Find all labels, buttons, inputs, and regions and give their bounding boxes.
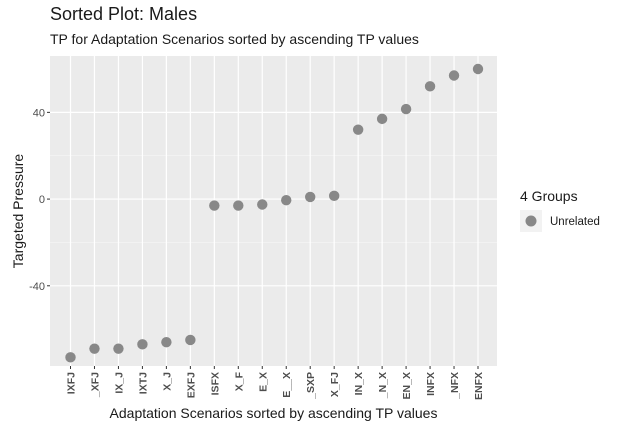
- data-point: [257, 199, 268, 210]
- grid-lines: [50, 56, 497, 366]
- data-point: [352, 124, 364, 135]
- data-point: [448, 70, 460, 81]
- chart-subtitle: TP for Adaptation Scenarios sorted by as…: [50, 31, 419, 47]
- data-point: [424, 81, 436, 92]
- x-tick-label: EXFJ: [185, 372, 197, 398]
- x-axis-ticks: IXFJ _XFJ IX_J IXTJ X_J EXFJ ISFX X_F E_X E__X _SX…: [66, 366, 485, 400]
- data-point: [89, 343, 100, 354]
- x-tick-label: X_FJ: [329, 372, 341, 397]
- data-point: [400, 103, 412, 115]
- y-tick-label: 40: [33, 107, 45, 119]
- plot-panel: [50, 56, 497, 366]
- x-axis-title: Adaptation Scenarios sorted by ascending…: [110, 405, 438, 421]
- x-tick-label: INFX: [425, 372, 437, 396]
- data-point: [472, 63, 484, 75]
- y-axis-title: Targeted Pressure: [10, 154, 26, 269]
- data-point: [161, 336, 172, 348]
- y-axis-ticks: 40 0 -40: [29, 107, 50, 293]
- data-point: [185, 334, 196, 346]
- x-tick-label: IXFJ: [66, 372, 78, 394]
- x-tick-label: X_J: [161, 372, 173, 391]
- x-tick-label: E_X: [257, 372, 269, 392]
- legend: 4 Groups Unrelated: [520, 188, 600, 232]
- data-point: [137, 339, 148, 350]
- x-tick-label: _N_X: [377, 372, 389, 399]
- y-tick-label: -40: [29, 281, 45, 293]
- legend-key-marker: [525, 215, 537, 227]
- legend-title: 4 Groups: [520, 188, 578, 204]
- x-tick-label: IN_X: [353, 372, 365, 395]
- x-tick-label: EN_X: [401, 372, 413, 399]
- x-tick-label: X_F: [233, 371, 245, 391]
- data-point: [305, 191, 316, 203]
- x-tick-label: _SXP: [305, 372, 317, 400]
- x-tick-label: E__X: [281, 372, 293, 398]
- x-tick-label: ENFX: [473, 372, 485, 400]
- x-tick-label: IXTJ: [137, 372, 149, 394]
- data-points: [65, 63, 484, 363]
- data-point: [113, 343, 124, 354]
- chart-title: Sorted Plot: Males: [50, 4, 198, 24]
- y-tick-label: 0: [39, 194, 45, 206]
- data-point: [376, 113, 388, 125]
- x-tick-label: ISFX: [209, 372, 221, 395]
- data-point: [65, 352, 76, 363]
- x-tick-label: _NFX: [449, 372, 461, 400]
- x-tick-label: IX_J: [113, 372, 125, 394]
- legend-label: Unrelated: [550, 216, 600, 228]
- data-point: [328, 190, 340, 202]
- x-tick-label: _XFJ: [89, 372, 101, 398]
- data-point: [209, 200, 220, 211]
- data-point: [281, 194, 292, 206]
- data-point: [233, 200, 244, 211]
